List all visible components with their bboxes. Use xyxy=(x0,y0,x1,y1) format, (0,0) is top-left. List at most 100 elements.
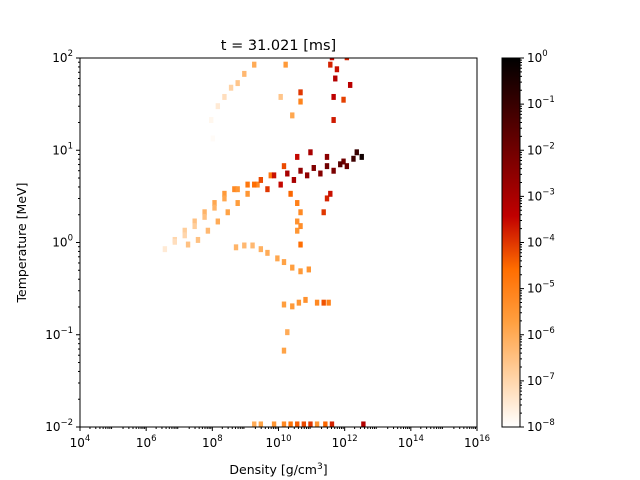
heatmap-cell xyxy=(290,264,295,271)
y-axis-ticks: 10−2 10−1 100 101 102 xyxy=(45,49,80,434)
plot-background xyxy=(80,58,477,427)
heatmap-cell xyxy=(344,163,350,170)
heatmap-cell xyxy=(235,200,240,206)
heatmap-cell xyxy=(235,80,240,87)
colorbar-tick-label: 100 xyxy=(527,49,548,65)
heatmap-cell xyxy=(333,75,338,82)
heatmap-cell xyxy=(242,70,247,77)
heatmap-cell xyxy=(341,96,346,103)
heatmap-cell xyxy=(281,301,287,308)
heatmap-cell xyxy=(252,181,257,188)
heatmap-cell xyxy=(285,170,290,177)
plot-area: 104 106 108 1010 1012 1014 1016 10−2 10−1 100 101… xyxy=(45,49,490,450)
heatmap-cell xyxy=(245,190,250,197)
x-axis-label: Density [g/cm3] xyxy=(229,462,327,477)
x-axis-ticks: 104 106 108 1010 1012 1014 1016 xyxy=(70,427,490,450)
heatmap-cell xyxy=(298,241,303,248)
heatmap-cell xyxy=(298,167,303,174)
colorbar-tick-label: 10−2 xyxy=(527,141,555,157)
heatmap-cell xyxy=(172,238,178,245)
heatmap-cell xyxy=(265,186,270,193)
heatmap-cell xyxy=(321,299,326,306)
y-tick-label: 10−1 xyxy=(45,326,73,342)
heatmap-cell xyxy=(296,299,302,306)
heatmap-cell xyxy=(281,421,287,427)
heatmap-cell xyxy=(311,165,316,171)
heatmap-cell xyxy=(318,170,323,177)
heatmap-cell xyxy=(252,421,257,427)
heatmap-cell xyxy=(295,218,300,225)
heatmap-cell xyxy=(235,186,240,193)
heatmap-cell xyxy=(324,153,330,160)
heatmap-cell xyxy=(215,218,221,225)
heatmap-cell xyxy=(303,296,308,303)
y-axis-label: Temperature [MeV] xyxy=(14,183,29,304)
heatmap-cell xyxy=(228,84,234,91)
colorbar-tick-label: 10−3 xyxy=(527,187,555,203)
heatmap-cell xyxy=(222,195,227,202)
colorbar-tick-label: 10−4 xyxy=(527,234,555,250)
heatmap-cell xyxy=(324,163,330,170)
heatmap-cell xyxy=(242,242,247,249)
heatmap-cell xyxy=(338,161,343,168)
heatmap-cell xyxy=(298,223,303,230)
heatmap-cell xyxy=(361,421,366,427)
heatmap-cell xyxy=(329,58,335,61)
heatmap-cell xyxy=(258,421,264,427)
heatmap-cell xyxy=(314,421,320,427)
heatmap-cell xyxy=(222,190,227,197)
colorbar-tick-label: 10−5 xyxy=(527,280,555,296)
x-axis-label-main: Density [g/cm xyxy=(229,462,317,477)
heatmap-cell xyxy=(324,195,330,202)
heatmap-cell xyxy=(271,172,277,179)
heatmap-cells xyxy=(162,58,366,427)
colorbar-tick-label: 10−1 xyxy=(527,95,555,111)
heatmap-cell xyxy=(182,227,187,234)
heatmap-cell xyxy=(250,242,255,249)
x-tick-label: 106 xyxy=(136,434,157,450)
heatmap-cell xyxy=(291,177,297,183)
y-tick-label: 101 xyxy=(52,141,73,157)
heatmap-cell xyxy=(290,303,295,310)
heatmap-cell xyxy=(245,181,250,188)
heatmap-cell xyxy=(298,268,303,275)
colorbar: 10−8 10−7 10−6 10−5 10−4 10−3 10−2 10−1 100 xyxy=(501,49,555,434)
heatmap-cell xyxy=(252,61,257,68)
colorbar-ticks: 10−8 10−7 10−6 10−5 10−4 10−3 10−2 10−1 100 xyxy=(520,49,555,434)
y-tick-label: 100 xyxy=(52,234,73,250)
heatmap-cell xyxy=(331,93,336,100)
heatmap-cell xyxy=(265,249,270,256)
y-tick-label: 10−2 xyxy=(45,418,73,434)
heatmap-cell xyxy=(281,163,287,170)
heatmap-cell xyxy=(306,266,311,273)
heatmap-cell xyxy=(331,167,336,174)
heatmap-cell xyxy=(202,209,207,216)
heatmap-cell xyxy=(212,200,217,206)
heatmap-cell xyxy=(205,227,211,234)
heatmap-cell xyxy=(341,158,346,165)
heatmap-cell xyxy=(209,117,214,123)
heatmap-cell xyxy=(301,421,307,427)
heatmap-cell xyxy=(212,144,217,151)
heatmap-cell xyxy=(351,155,356,162)
heatmap-cell xyxy=(185,241,191,248)
heatmap-cell xyxy=(202,213,207,220)
heatmap-cell xyxy=(222,93,227,100)
heatmap-cell xyxy=(215,103,221,110)
y-tick-label: 102 xyxy=(52,49,73,65)
colorbar-tick-label: 10−7 xyxy=(527,372,555,388)
x-tick-label: 1010 xyxy=(265,434,291,450)
heatmap-cell xyxy=(314,299,320,306)
heatmap-cell xyxy=(329,421,335,427)
heatmap-cell xyxy=(271,421,277,427)
heatmap-cell xyxy=(295,200,300,206)
heatmap-cell xyxy=(331,117,336,123)
heatmap-cell xyxy=(162,246,168,253)
heatmap-cell xyxy=(268,172,273,179)
heatmap-cell xyxy=(192,218,197,225)
heatmap-cell xyxy=(334,66,340,73)
heatmap-cell xyxy=(278,93,283,100)
heatmap-cell xyxy=(295,227,300,234)
heatmap-cell xyxy=(192,223,197,230)
